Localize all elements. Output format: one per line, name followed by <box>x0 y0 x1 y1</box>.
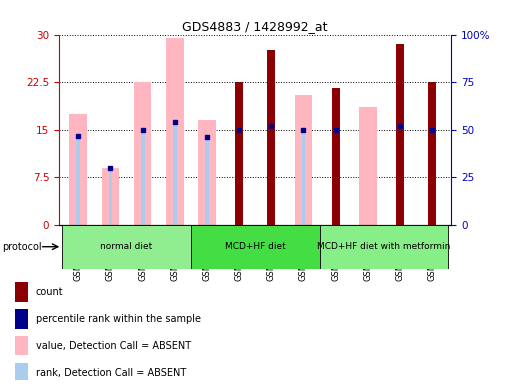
Bar <box>15 309 28 329</box>
Title: GDS4883 / 1428992_at: GDS4883 / 1428992_at <box>183 20 328 33</box>
Bar <box>15 282 28 302</box>
Bar <box>205 137 209 225</box>
Bar <box>359 108 377 225</box>
Bar <box>235 82 243 225</box>
Bar <box>267 50 275 225</box>
Bar <box>69 114 87 225</box>
Bar <box>62 225 191 269</box>
Bar <box>320 225 448 269</box>
Bar <box>331 88 340 225</box>
Bar <box>15 363 28 382</box>
Text: percentile rank within the sample: percentile rank within the sample <box>36 314 201 324</box>
Bar <box>109 168 112 225</box>
Bar <box>198 120 216 225</box>
Bar <box>396 44 404 225</box>
Bar <box>166 38 184 225</box>
Bar <box>294 95 312 225</box>
Bar <box>173 122 176 225</box>
Bar <box>302 130 305 225</box>
Text: MCD+HF diet with metformin: MCD+HF diet with metformin <box>317 242 450 251</box>
Text: protocol: protocol <box>3 242 42 252</box>
Bar <box>141 130 145 225</box>
Bar <box>102 168 120 225</box>
Bar <box>76 136 80 225</box>
Bar <box>428 82 436 225</box>
Bar <box>15 336 28 356</box>
Text: count: count <box>36 287 64 297</box>
Text: MCD+HF diet: MCD+HF diet <box>225 242 286 251</box>
Bar <box>191 225 320 269</box>
Text: rank, Detection Call = ABSENT: rank, Detection Call = ABSENT <box>36 367 186 377</box>
Bar <box>134 82 151 225</box>
Text: value, Detection Call = ABSENT: value, Detection Call = ABSENT <box>36 341 191 351</box>
Text: normal diet: normal diet <box>101 242 153 251</box>
